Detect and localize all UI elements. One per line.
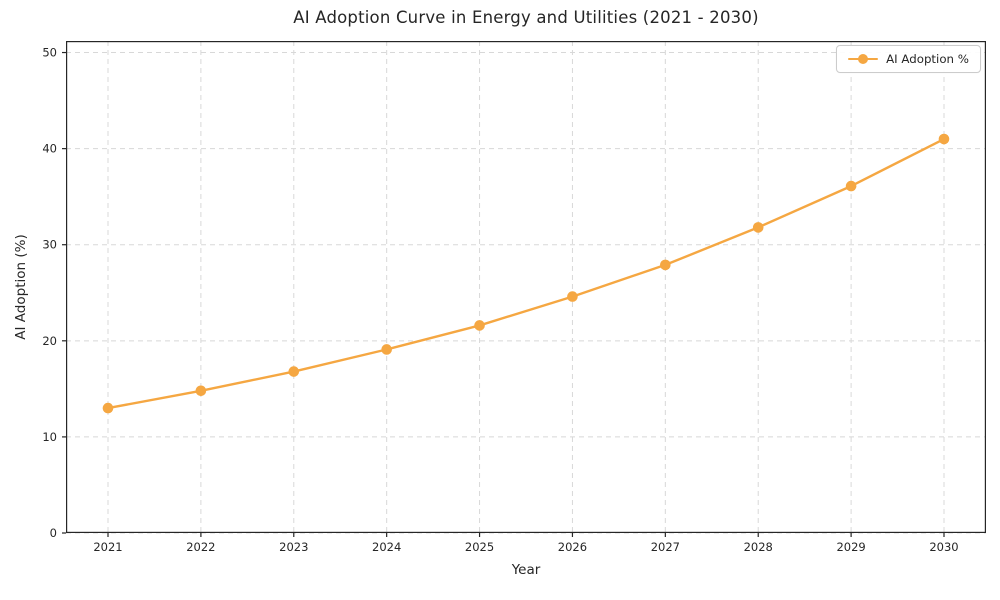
data-point-2027 — [660, 259, 671, 271]
x-tick-label-2022: 2022 — [186, 540, 215, 554]
y-tick-label-50: 50 — [42, 46, 57, 60]
data-point-2029 — [845, 180, 857, 192]
data-point-2023 — [288, 366, 300, 377]
data-point-2022 — [195, 385, 207, 397]
y-tick-label-40: 40 — [42, 142, 57, 156]
data-point-2021 — [102, 402, 114, 414]
y-tick-label-30: 30 — [42, 238, 57, 252]
plot-border — [66, 41, 986, 533]
y-tick-label-20: 20 — [42, 334, 57, 348]
x-tick-label-2027: 2027 — [651, 540, 680, 554]
legend: AI Adoption % — [836, 45, 981, 73]
data-point-2030 — [938, 133, 950, 145]
x-tick-label-2025: 2025 — [465, 540, 494, 554]
x-tick-label-2029: 2029 — [836, 540, 865, 554]
y-axis-label: AI Adoption (%) — [13, 234, 29, 340]
x-tick-label-2023: 2023 — [279, 540, 308, 554]
x-tick-label-2030: 2030 — [929, 540, 958, 554]
data-point-2026 — [567, 291, 578, 302]
legend-dot-swatch — [858, 54, 869, 64]
plot-area: 0 10 20 30 40 50 2021 2022 2023 2024 2025 2026 2027 2… — [42, 41, 986, 554]
x-tick-label-2024: 2024 — [372, 540, 401, 554]
chart-title: AI Adoption Curve in Energy and Utilitie… — [293, 8, 759, 27]
legend-line-marker-icon — [848, 53, 879, 65]
x-tick-label-2021: 2021 — [93, 540, 122, 554]
data-point-2024 — [381, 344, 392, 355]
x-tick-label-2026: 2026 — [558, 540, 587, 554]
data-point-2025 — [474, 320, 485, 331]
x-tick-label-2028: 2028 — [744, 540, 773, 554]
legend-label: AI Adoption % — [886, 52, 969, 66]
y-tick-label-10: 10 — [42, 430, 57, 444]
y-tick-label-0: 0 — [50, 526, 57, 540]
x-axis-label: Year — [511, 562, 541, 578]
data-point-2028 — [752, 222, 764, 233]
adoption-trend-line — [106, 137, 946, 410]
